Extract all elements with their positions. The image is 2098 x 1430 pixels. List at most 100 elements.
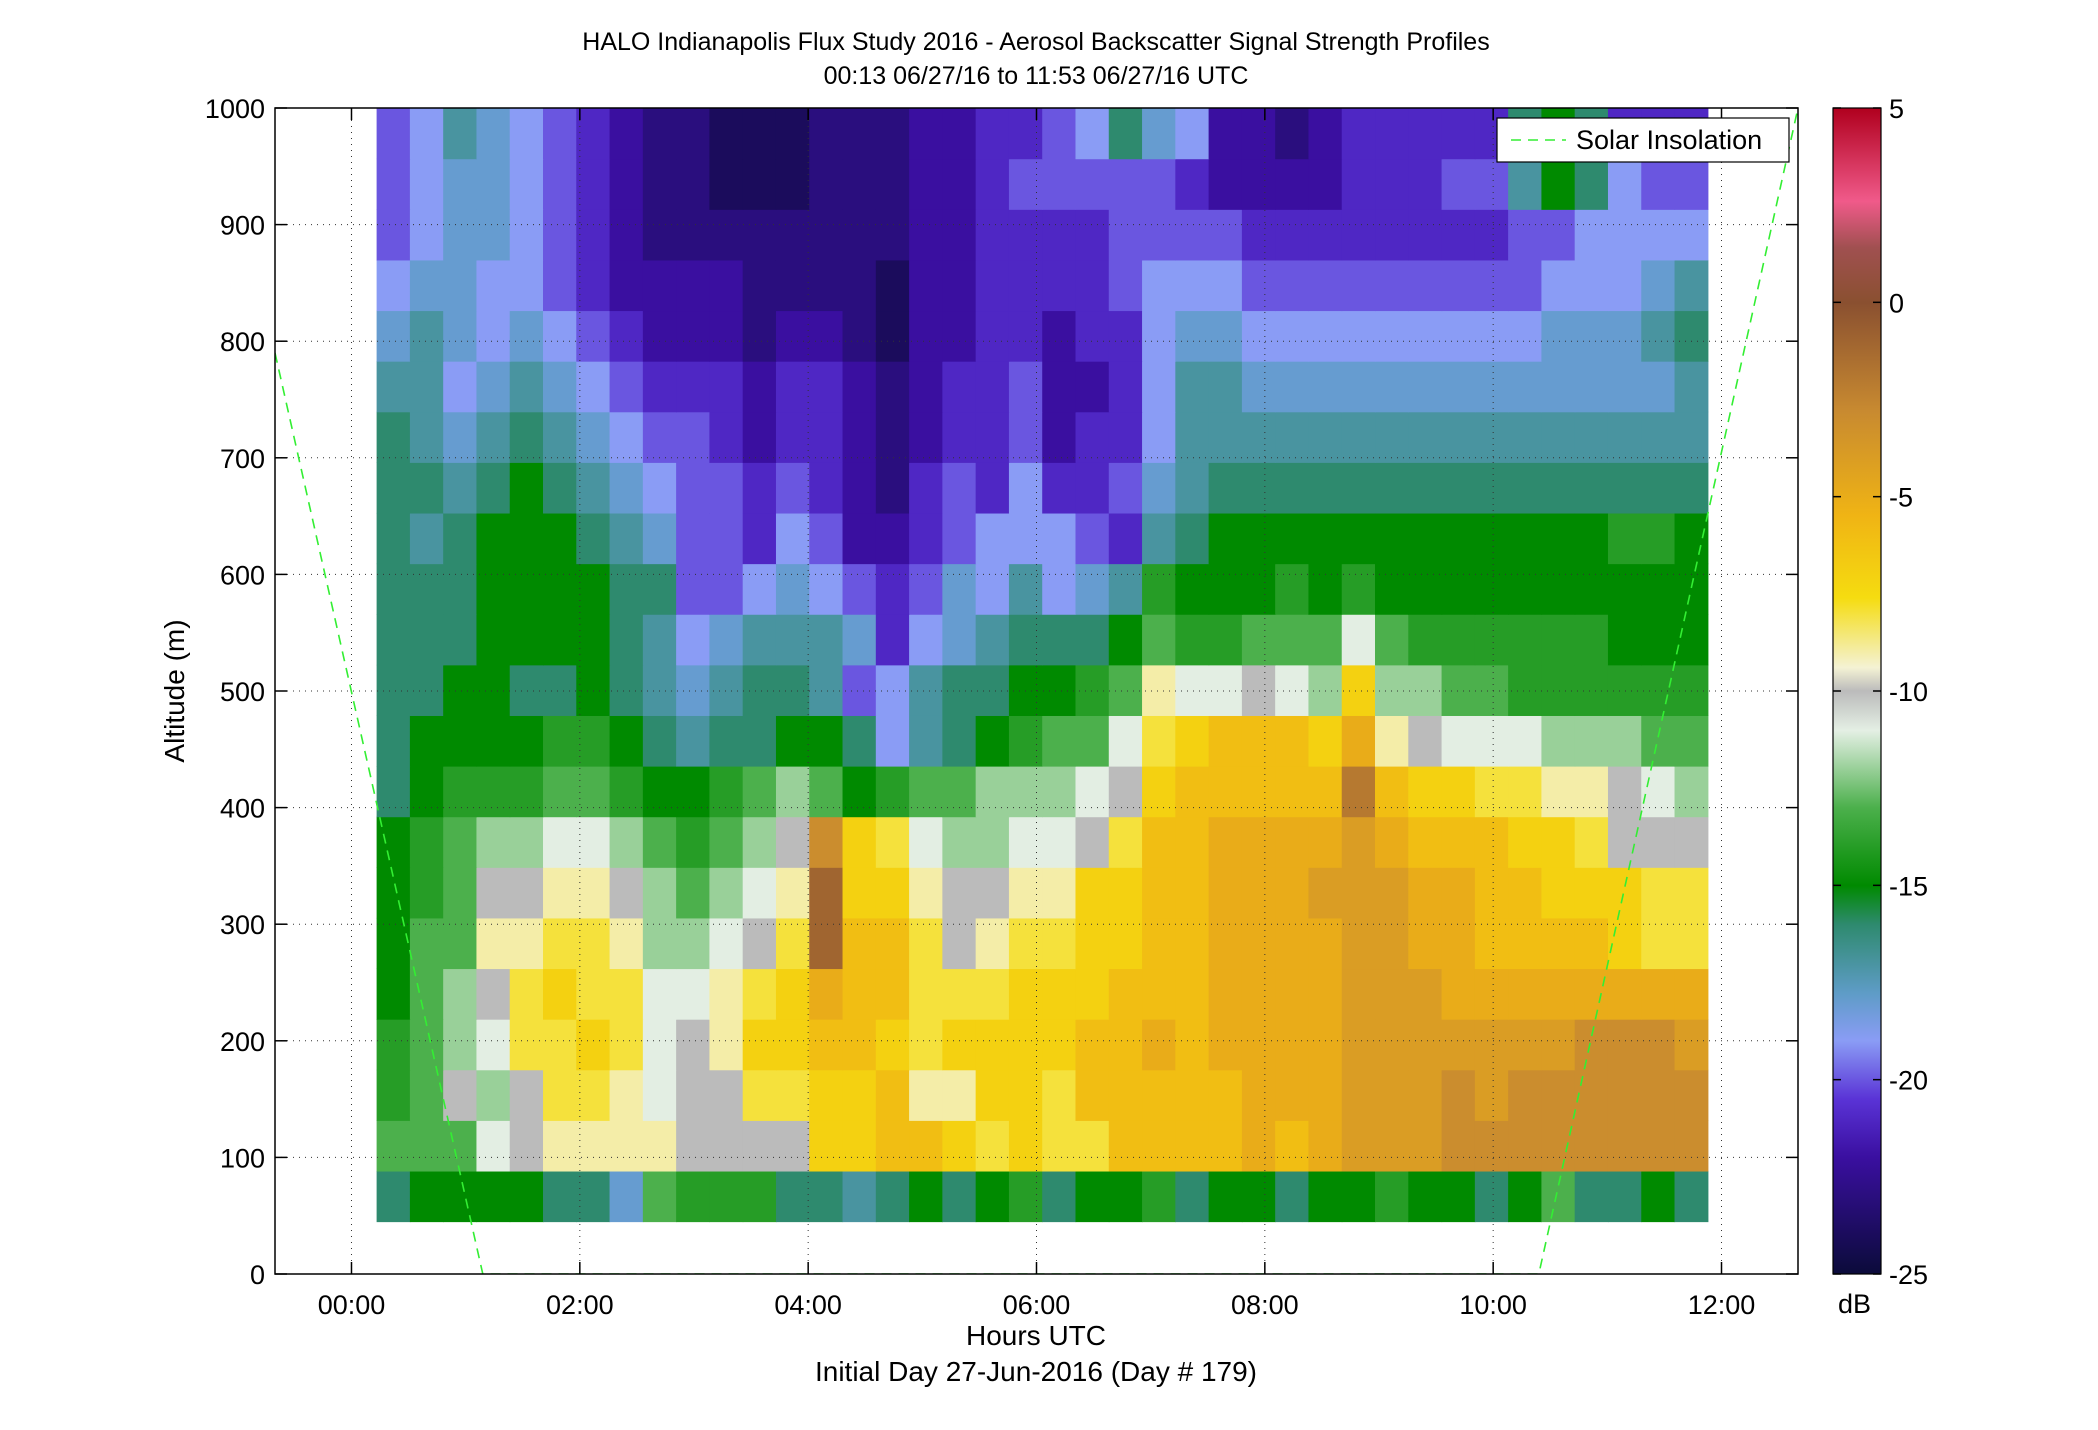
- heatmap-cell: [875, 816, 910, 868]
- heatmap-cell: [742, 1019, 777, 1071]
- heatmap-cell: [1175, 1019, 1210, 1071]
- heatmap-cell: [742, 512, 777, 565]
- heatmap-cell: [1641, 968, 1676, 1020]
- heatmap-cell: [742, 259, 777, 312]
- heatmap-cell: [1474, 816, 1509, 868]
- heatmap-cell: [1142, 209, 1176, 261]
- x-axis-ticks: 00:00 02:00 04:00 06:00 08:00 10:00 12:00: [318, 108, 1755, 1320]
- colorbar-unit-label: dB: [1838, 1289, 1871, 1319]
- heatmap-cell: [742, 867, 777, 919]
- heatmap-cell: [376, 259, 411, 312]
- heatmap-cell: [376, 766, 411, 818]
- heatmap-cell: [609, 867, 644, 919]
- heatmap-cell: [1108, 361, 1143, 413]
- heatmap-cell: [543, 614, 577, 666]
- heatmap-cell: [942, 209, 977, 261]
- heatmap-cell: [1408, 1170, 1443, 1223]
- heatmap-cell: [975, 310, 1010, 362]
- heatmap-cell: [709, 512, 744, 565]
- heatmap-cell: [1275, 968, 1310, 1020]
- heatmap-cell: [1175, 766, 1210, 818]
- heatmap-cell: [642, 614, 677, 666]
- heatmap-cell: [543, 361, 577, 413]
- heatmap-cell: [1375, 614, 1409, 666]
- heatmap-cell: [676, 766, 711, 818]
- heatmap-cell: [642, 816, 677, 868]
- heatmap-cell: [809, 462, 844, 514]
- heatmap-cell: [942, 968, 977, 1020]
- heatmap-cell: [576, 664, 611, 716]
- heatmap-cell: [709, 917, 744, 970]
- heatmap-cell: [476, 361, 511, 413]
- heatmap-cell: [1375, 816, 1409, 868]
- heatmap-cell: [842, 1069, 877, 1121]
- heatmap-cell: [709, 816, 744, 868]
- heatmap-cell: [1175, 816, 1210, 868]
- heatmap-cell: [543, 108, 577, 160]
- heatmap-cell: [1308, 259, 1343, 312]
- heatmap-cell: [1241, 209, 1276, 261]
- plot-area: [274, 107, 1799, 1275]
- heatmap-cell: [576, 259, 611, 312]
- heatmap-cell: [1175, 563, 1210, 615]
- heatmap-cell: [1375, 1170, 1409, 1223]
- heatmap-cell: [1275, 310, 1310, 362]
- heatmap-cell: [1275, 614, 1310, 666]
- heatmap-cell: [809, 1170, 844, 1223]
- heatmap-cell: [576, 158, 611, 210]
- heatmap-cell: [543, 766, 577, 818]
- heatmap-cell: [443, 209, 478, 261]
- heatmap-cell: [1408, 108, 1443, 160]
- heatmap-cell: [1108, 614, 1143, 666]
- heatmap-cell: [909, 664, 943, 716]
- heatmap-cell: [1607, 1019, 1642, 1071]
- heatmap-cell: [443, 361, 478, 413]
- heatmap-cell: [576, 1170, 611, 1223]
- heatmap-cell: [642, 108, 677, 160]
- heatmap-cell: [443, 462, 478, 514]
- heatmap-cell: [1142, 816, 1176, 868]
- heatmap-cell: [775, 1069, 810, 1121]
- heatmap-cell: [1275, 1120, 1310, 1172]
- heatmap-cell: [1641, 816, 1676, 868]
- heatmap-cell: [1308, 108, 1343, 160]
- heatmap-cell: [1574, 259, 1609, 312]
- heatmap-cell: [1641, 1120, 1676, 1172]
- heatmap-cell: [409, 108, 444, 160]
- heatmap-cell: [676, 664, 711, 716]
- heatmap-cell: [476, 1120, 511, 1172]
- heatmap-cell: [443, 867, 478, 919]
- heatmap-cell: [509, 411, 544, 463]
- heatmap-cell: [942, 1019, 977, 1071]
- heatmap-cell: [1108, 462, 1143, 514]
- heatmap-cell: [642, 715, 677, 767]
- heatmap-cell: [1308, 158, 1343, 210]
- heatmap-cell: [742, 766, 777, 818]
- heatmap-cell: [1341, 917, 1376, 970]
- heatmap-cell: [1674, 259, 1709, 312]
- heatmap-cell: [909, 715, 943, 767]
- heatmap-cell: [1375, 1069, 1409, 1121]
- heatmap-cell: [1208, 209, 1243, 261]
- heatmap-cell: [642, 310, 677, 362]
- heatmap-cell: [942, 259, 977, 312]
- heatmap-cell: [1075, 411, 1110, 463]
- heatmap-cell: [1008, 715, 1043, 767]
- heatmap-cell: [376, 1019, 411, 1071]
- heatmap-cell: [476, 1170, 511, 1223]
- heatmap-cell: [1241, 664, 1276, 716]
- heatmap-cell: [1142, 968, 1176, 1020]
- heatmap-cell: [842, 715, 877, 767]
- heatmap-cell: [1508, 664, 1543, 716]
- heatmap-cell: [1241, 1170, 1276, 1223]
- heatmap-cell: [1375, 917, 1409, 970]
- heatmap-cell: [376, 310, 411, 362]
- y-tick-label: 500: [220, 677, 265, 707]
- heatmap-cell: [609, 209, 644, 261]
- heatmap-cell: [1674, 512, 1709, 565]
- heatmap-cell: [1108, 563, 1143, 615]
- heatmap-cell: [543, 1120, 577, 1172]
- heatmap-cell: [676, 563, 711, 615]
- heatmap-cell: [443, 816, 478, 868]
- heatmap-cell: [1607, 917, 1642, 970]
